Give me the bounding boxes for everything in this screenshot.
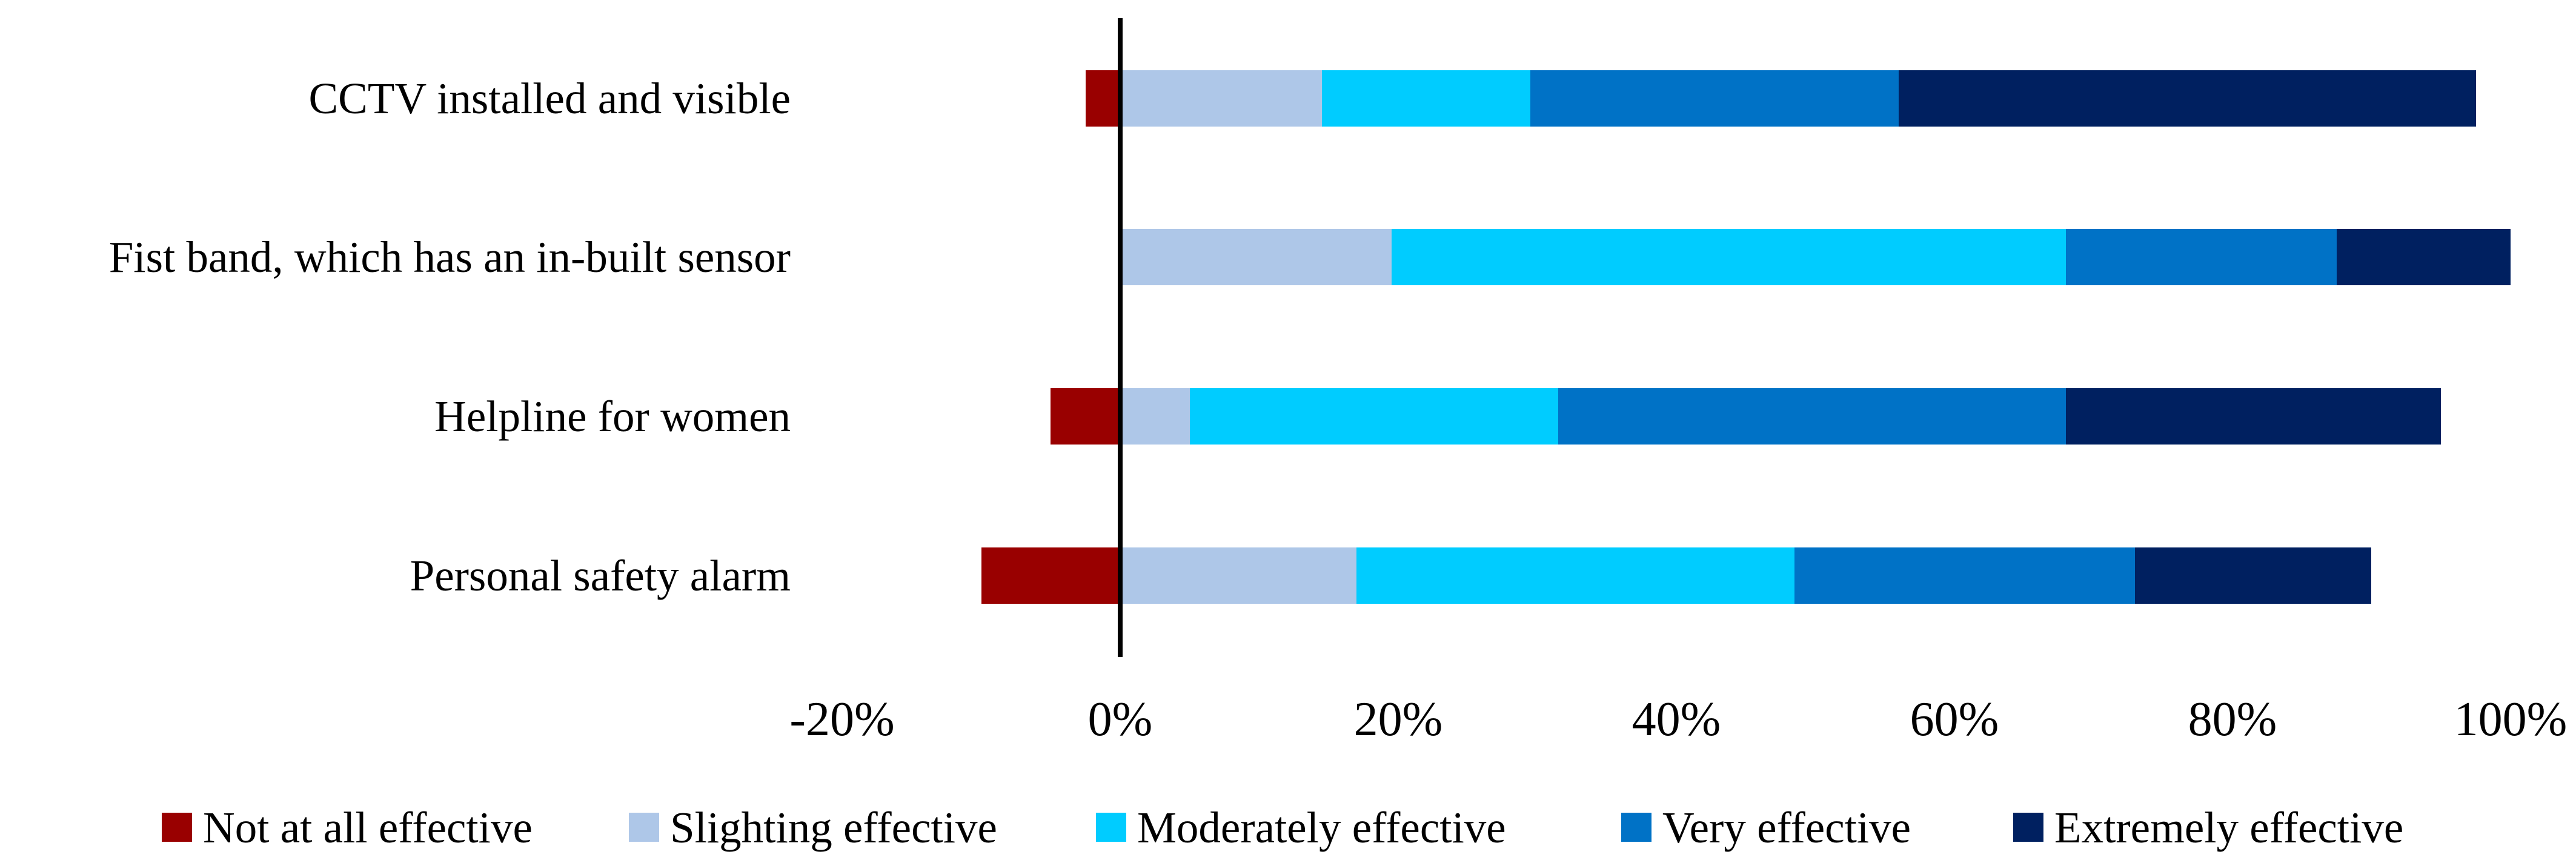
legend-swatch [2013, 813, 2043, 842]
bar-segment-moderately-effective [1356, 547, 1795, 604]
category-label: Fist band, which has an in-built sensor [108, 232, 791, 282]
legend-item: Slighting effective [629, 798, 997, 856]
bar-segment-extremely-effective [2337, 228, 2511, 285]
legend-item: Very effective [1621, 798, 1911, 856]
bar-segment-moderately-effective [1321, 70, 1531, 127]
bar-segment-not-at-all-effective [981, 547, 1120, 604]
bar-segment-slighting-effective [1120, 388, 1190, 445]
legend-item: Not at all effective [162, 798, 533, 856]
bar-segment-very-effective [2065, 228, 2337, 285]
bar-segment-slighting-effective [1120, 70, 1322, 127]
bar-segment-extremely-effective [2135, 547, 2372, 604]
axis-tick-label: 60% [1910, 693, 1999, 746]
legend-label: Slighting effective [670, 802, 997, 852]
bar-segment-not-at-all-effective [1051, 388, 1120, 445]
zero-axis-line [1118, 18, 1123, 657]
legend-label: Very effective [1662, 802, 1911, 852]
axis-tick-label: 80% [2188, 693, 2277, 746]
category-label: CCTV installed and visible [308, 73, 791, 123]
legend-label: Moderately effective [1137, 802, 1506, 852]
legend-swatch [629, 813, 659, 842]
category-label: Helpline for women [434, 391, 791, 441]
bar-segment-extremely-effective [1899, 70, 2476, 127]
bar-segment-slighting-effective [1120, 228, 1392, 285]
bar-segment-not-at-all-effective [1085, 70, 1120, 127]
axis-tick-label: 0% [1087, 693, 1153, 746]
axis-tick-label: 20% [1353, 693, 1443, 746]
bar-segment-slighting-effective [1120, 547, 1357, 604]
legend-swatch [1621, 813, 1651, 842]
axis-tick-label: -20% [789, 693, 895, 746]
category-label: Personal safety alarm [410, 550, 791, 600]
legend-swatch [162, 813, 192, 842]
legend-item: Extremely effective [2013, 798, 2403, 856]
legend-item: Moderately effective [1096, 798, 1506, 856]
bar-segment-very-effective [1530, 70, 1899, 127]
bar-segment-extremely-effective [2065, 388, 2442, 445]
legend-label: Extremely effective [2054, 802, 2404, 852]
bar-segment-moderately-effective [1189, 388, 1558, 445]
axis-tick-label: 100% [2454, 693, 2568, 746]
bar-segment-very-effective [1558, 388, 2066, 445]
bar-segment-very-effective [1794, 547, 2136, 604]
legend-label: Not at all effective [203, 802, 533, 852]
legend-swatch [1096, 813, 1126, 842]
axis-tick-label: 40% [1632, 693, 1721, 746]
bar-segment-moderately-effective [1391, 228, 2066, 285]
